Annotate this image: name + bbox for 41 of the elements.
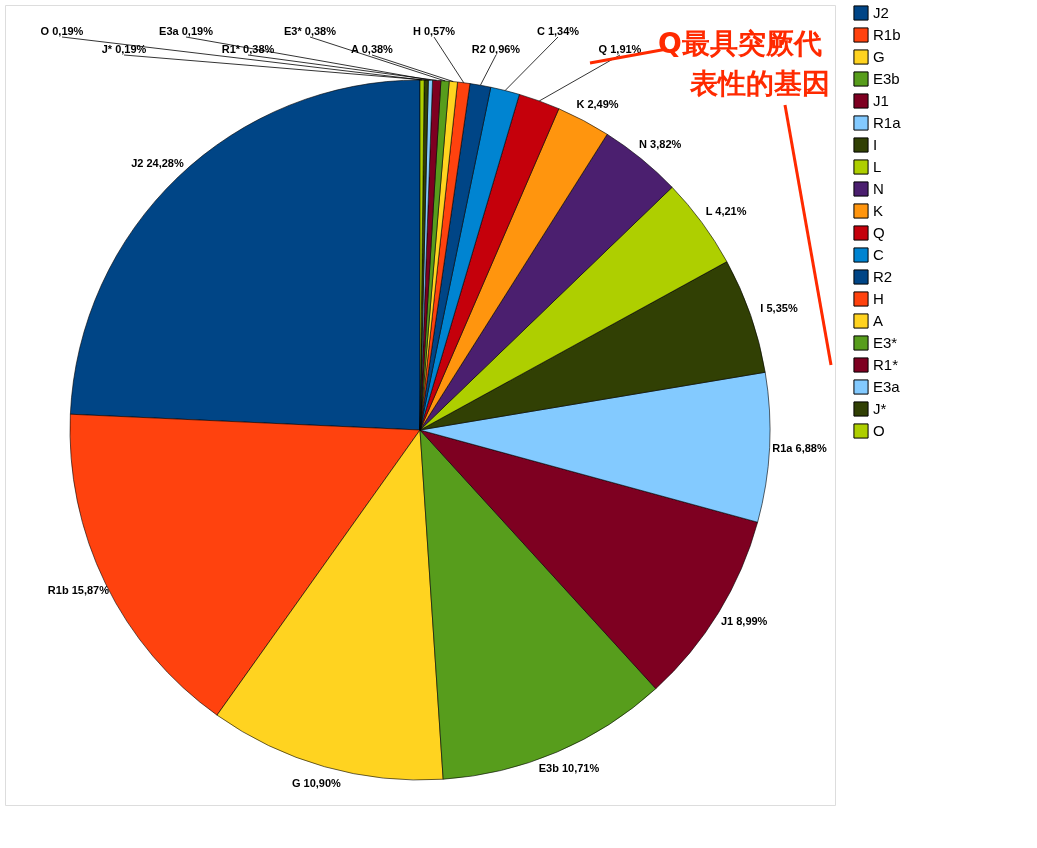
category-label: R1b 15,87% [47, 584, 109, 597]
category-label: E3* 0,38% [284, 25, 336, 37]
category-label: J2 24,28% [131, 156, 184, 169]
category-label: I 5,35% [760, 302, 798, 315]
category-label: Q 1,91% [598, 43, 642, 55]
legend-label: R1* [873, 356, 899, 373]
legend-label: E3a [873, 378, 901, 395]
legend-label: J* [873, 400, 887, 417]
category-label: O 0,19% [40, 25, 84, 37]
category-label: J* 0,19% [101, 43, 147, 55]
category-label: K 2,49% [576, 97, 619, 110]
category-label: E3a 0,19% [159, 25, 213, 37]
category-label: R1* 0,38% [221, 43, 275, 55]
category-label: L 4,21% [705, 204, 747, 217]
legend-label: H [873, 290, 884, 307]
legend-label: A [873, 312, 884, 329]
category-label: N 3,82% [639, 137, 682, 150]
legend-label: E3b [873, 70, 900, 87]
legend-label: O [873, 422, 885, 439]
category-label: E3b 10,71% [538, 761, 600, 774]
category-label: A 0,38% [351, 43, 393, 55]
legend-label: Q [873, 224, 885, 241]
category-label: G 10,90% [291, 777, 341, 790]
legend-label: I [873, 136, 878, 153]
legend-label: L [873, 158, 882, 175]
category-label: C 1,34% [536, 25, 580, 37]
category-label: R2 0,96% [471, 43, 521, 55]
legend-label: N [873, 180, 884, 197]
category-label: J1 8,99% [720, 615, 768, 628]
legend-label: K [873, 202, 884, 219]
legend-label: J1 [873, 92, 889, 109]
legend-label: R1b [873, 26, 901, 43]
legend-label: J2 [873, 4, 889, 21]
legend-label: E3* [873, 334, 898, 351]
legend-label: R1a [873, 114, 902, 131]
text: Q最具突厥代表性的基因 [658, 27, 830, 100]
legend-label: C [873, 246, 884, 263]
legend-label: G [873, 48, 885, 65]
legend-label: R2 [873, 268, 893, 285]
category-label: R1a 6,88% [772, 441, 827, 454]
category-label: H 0,57% [412, 25, 456, 37]
